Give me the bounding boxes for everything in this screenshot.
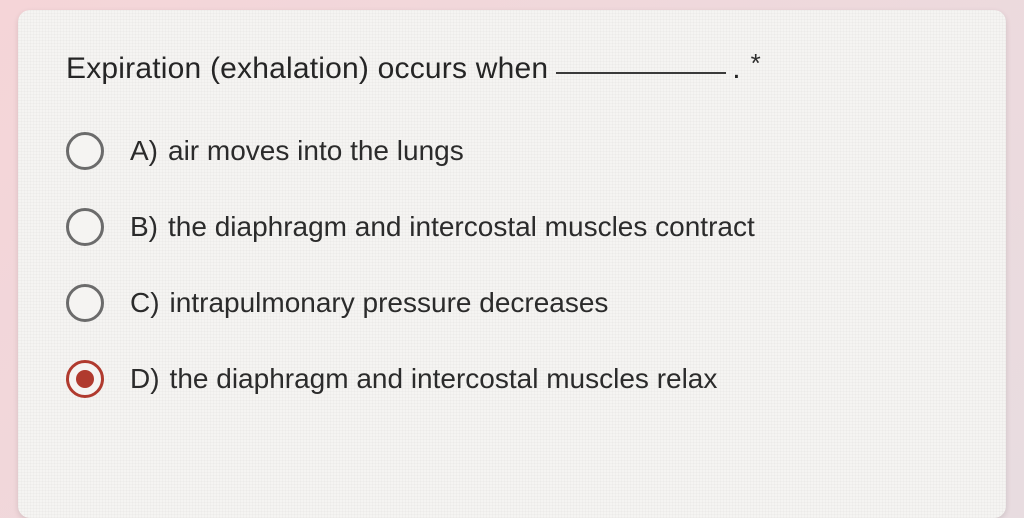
option-d[interactable]: D) the diaphragm and intercostal muscles … [66, 360, 958, 398]
options-group: A) air moves into the lungs B) the diaphra… [66, 132, 958, 398]
option-letter: C) [130, 287, 160, 318]
option-label: D) the diaphragm and intercostal muscles … [130, 363, 717, 395]
option-letter: A) [130, 135, 158, 166]
option-b[interactable]: B) the diaphragm and intercostal muscles … [66, 208, 958, 246]
radio-icon[interactable] [66, 360, 104, 398]
radio-icon[interactable] [66, 132, 104, 170]
question-period: . [732, 52, 740, 86]
option-label: A) air moves into the lungs [130, 135, 464, 167]
radio-icon[interactable] [66, 284, 104, 322]
option-letter: D) [130, 363, 160, 394]
option-label: B) the diaphragm and intercostal muscles … [130, 211, 755, 243]
option-text: intrapulmonary pressure decreases [170, 287, 609, 318]
option-text: the diaphragm and intercostal muscles co… [168, 211, 755, 242]
option-text: the diaphragm and intercostal muscles re… [170, 363, 718, 394]
question-blank [556, 72, 726, 74]
question-card: Expiration (exhalation) occurs when . * … [18, 10, 1006, 518]
question-row: Expiration (exhalation) occurs when . * [66, 52, 958, 86]
question-text: Expiration (exhalation) occurs when [66, 52, 548, 86]
option-text: air moves into the lungs [168, 135, 464, 166]
radio-icon[interactable] [66, 208, 104, 246]
option-a[interactable]: A) air moves into the lungs [66, 132, 958, 170]
option-label: C) intrapulmonary pressure decreases [130, 287, 608, 319]
required-marker: * [751, 48, 761, 79]
option-c[interactable]: C) intrapulmonary pressure decreases [66, 284, 958, 322]
option-letter: B) [130, 211, 158, 242]
